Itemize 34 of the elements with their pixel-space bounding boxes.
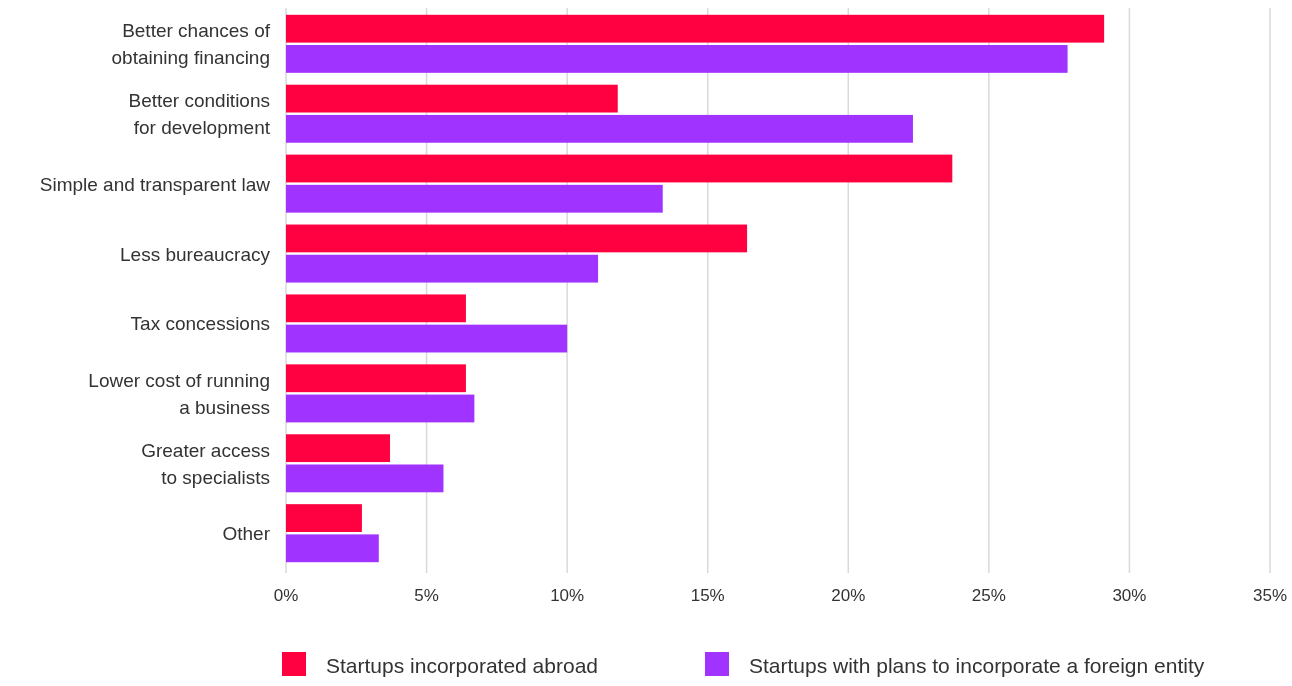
x-tick-label: 5% bbox=[414, 586, 439, 605]
x-tick-label: 10% bbox=[550, 586, 585, 605]
y-tick-label: Simple and transparent law bbox=[39, 173, 271, 195]
x-tick-label: 35% bbox=[1252, 586, 1288, 605]
bar bbox=[286, 464, 444, 493]
y-tick-label: Better conditions for development bbox=[128, 90, 271, 139]
bar bbox=[286, 254, 599, 283]
bar bbox=[286, 394, 475, 423]
bar bbox=[286, 84, 618, 113]
x-tick-label: 0% bbox=[273, 586, 299, 605]
bar bbox=[286, 434, 391, 463]
bar bbox=[286, 364, 466, 393]
bar bbox=[286, 45, 1068, 73]
y-tick-label: Better chances of obtaining financing bbox=[111, 20, 271, 69]
x-tick-label: 30% bbox=[1112, 586, 1147, 605]
bar bbox=[286, 224, 748, 253]
bar bbox=[286, 534, 379, 563]
y-tick-label: Greater access to specialists bbox=[141, 439, 270, 488]
bar bbox=[286, 14, 1105, 43]
y-tick-label: Lower cost of running a business bbox=[88, 369, 270, 418]
bar bbox=[286, 504, 362, 532]
y-tick-label: Less bureaucracy bbox=[120, 243, 271, 265]
legend-label: Startups with plans to incorporate a foreign entity bbox=[749, 654, 1205, 677]
x-tick-label: 25% bbox=[971, 586, 1006, 605]
x-tick-label: 20% bbox=[831, 586, 866, 605]
bar bbox=[286, 184, 663, 213]
y-tick-label: Other bbox=[222, 523, 271, 545]
x-tick-label: 15% bbox=[690, 586, 725, 605]
y-tick-label: Tax concessions bbox=[130, 313, 270, 335]
bar bbox=[286, 324, 568, 353]
legend-label: Startups incorporated abroad bbox=[326, 654, 599, 677]
bar bbox=[286, 294, 466, 323]
bar bbox=[286, 114, 913, 143]
bar bbox=[286, 154, 953, 183]
